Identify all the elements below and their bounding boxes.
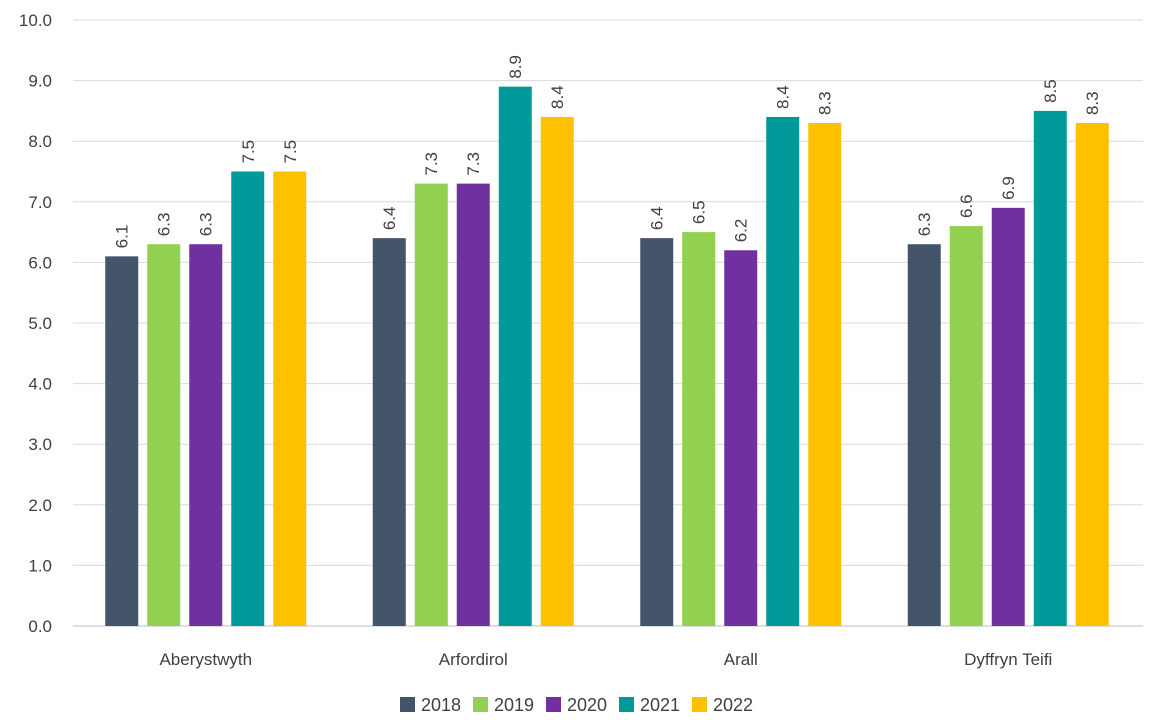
bar-2020 xyxy=(189,244,223,626)
bar-2022 xyxy=(273,171,307,626)
y-tick-label: 2.0 xyxy=(28,496,52,515)
category-label: Arall xyxy=(724,650,758,669)
bar-2018 xyxy=(372,238,406,626)
data-label: 7.3 xyxy=(422,152,441,176)
data-label: 8.9 xyxy=(506,55,525,79)
data-label: 6.3 xyxy=(915,213,934,237)
data-label: 7.3 xyxy=(464,152,483,176)
y-tick-label: 4.0 xyxy=(28,375,52,394)
y-tick-label: 8.0 xyxy=(28,132,52,151)
data-label: 6.3 xyxy=(155,213,174,237)
bar-2020 xyxy=(456,183,490,626)
y-tick-label: 6.0 xyxy=(28,253,52,272)
data-label: 6.2 xyxy=(732,219,751,243)
bar-2018 xyxy=(907,244,941,626)
y-tick-label: 7.0 xyxy=(28,193,52,212)
y-tick-label: 1.0 xyxy=(28,556,52,575)
data-label: 8.4 xyxy=(774,85,793,109)
bar-2019 xyxy=(949,226,983,627)
y-tick-label: 9.0 xyxy=(28,72,52,91)
data-label: 6.6 xyxy=(957,194,976,218)
bar-2019 xyxy=(414,183,448,626)
bar-2022 xyxy=(808,123,842,627)
y-tick-label: 10.0 xyxy=(19,11,52,30)
bar-2019 xyxy=(682,232,716,626)
y-tick-label: 3.0 xyxy=(28,435,52,454)
category-label: Aberystwyth xyxy=(159,650,252,669)
y-tick-label: 0.0 xyxy=(28,617,52,636)
y-axis-tick-labels: 0.0 1.0 2.0 3.0 4.0 5.0 6.0 7.0 8.0 9.0 10.0 xyxy=(19,11,52,636)
legend-label: 2022 xyxy=(713,695,753,715)
category-label: Arfordirol xyxy=(439,650,508,669)
data-label: 6.4 xyxy=(648,207,667,231)
legend-label: 2019 xyxy=(494,695,534,715)
legend-item-2018[interactable]: 2018 xyxy=(400,695,461,715)
bars xyxy=(105,86,1109,627)
legend[interactable]: 2018 2019 2020 2021 2022 xyxy=(400,695,753,715)
data-label: 6.5 xyxy=(690,200,709,224)
data-label: 8.4 xyxy=(548,85,567,109)
data-label: 6.9 xyxy=(999,176,1018,200)
x-axis-category-labels: Aberystwyth Arfordirol Arall Dyffryn Teifi xyxy=(159,650,1052,669)
legend-item-2020[interactable]: 2020 xyxy=(546,695,607,715)
data-label: 6.4 xyxy=(380,207,399,231)
bar-2020 xyxy=(724,250,758,626)
bar-2018 xyxy=(105,256,139,626)
data-label: 8.5 xyxy=(1041,79,1060,103)
legend-label: 2018 xyxy=(421,695,461,715)
bar-2021 xyxy=(498,86,532,626)
data-label: 6.3 xyxy=(197,213,216,237)
bar-2021 xyxy=(231,171,265,626)
data-label: 8.3 xyxy=(1083,91,1102,115)
bar-2022 xyxy=(540,116,574,627)
data-labels: 6.1 6.3 6.3 7.5 7.5 6.4 7.3 7.3 8.9 8.4 6.4 6.5 6.2 8… xyxy=(113,55,1103,248)
bar-2019 xyxy=(147,244,181,626)
legend-label: 2021 xyxy=(640,695,680,715)
legend-item-2022[interactable]: 2022 xyxy=(692,695,753,715)
legend-swatch xyxy=(473,697,488,712)
bar-2022 xyxy=(1075,123,1109,627)
data-label: 6.1 xyxy=(113,225,132,249)
data-label: 7.5 xyxy=(239,140,258,164)
bar-2021 xyxy=(766,116,800,627)
legend-item-2019[interactable]: 2019 xyxy=(473,695,534,715)
bar-2020 xyxy=(991,207,1025,627)
category-label: Dyffryn Teifi xyxy=(964,650,1052,669)
legend-swatch xyxy=(546,697,561,712)
legend-item-2021[interactable]: 2021 xyxy=(619,695,680,715)
legend-swatch xyxy=(619,697,634,712)
legend-swatch xyxy=(692,697,707,712)
legend-label: 2020 xyxy=(567,695,607,715)
data-label: 8.3 xyxy=(816,91,835,115)
data-label: 7.5 xyxy=(281,140,300,164)
bar-2021 xyxy=(1033,110,1067,626)
y-tick-label: 5.0 xyxy=(28,314,52,333)
legend-swatch xyxy=(400,697,415,712)
bar-2018 xyxy=(640,238,674,626)
